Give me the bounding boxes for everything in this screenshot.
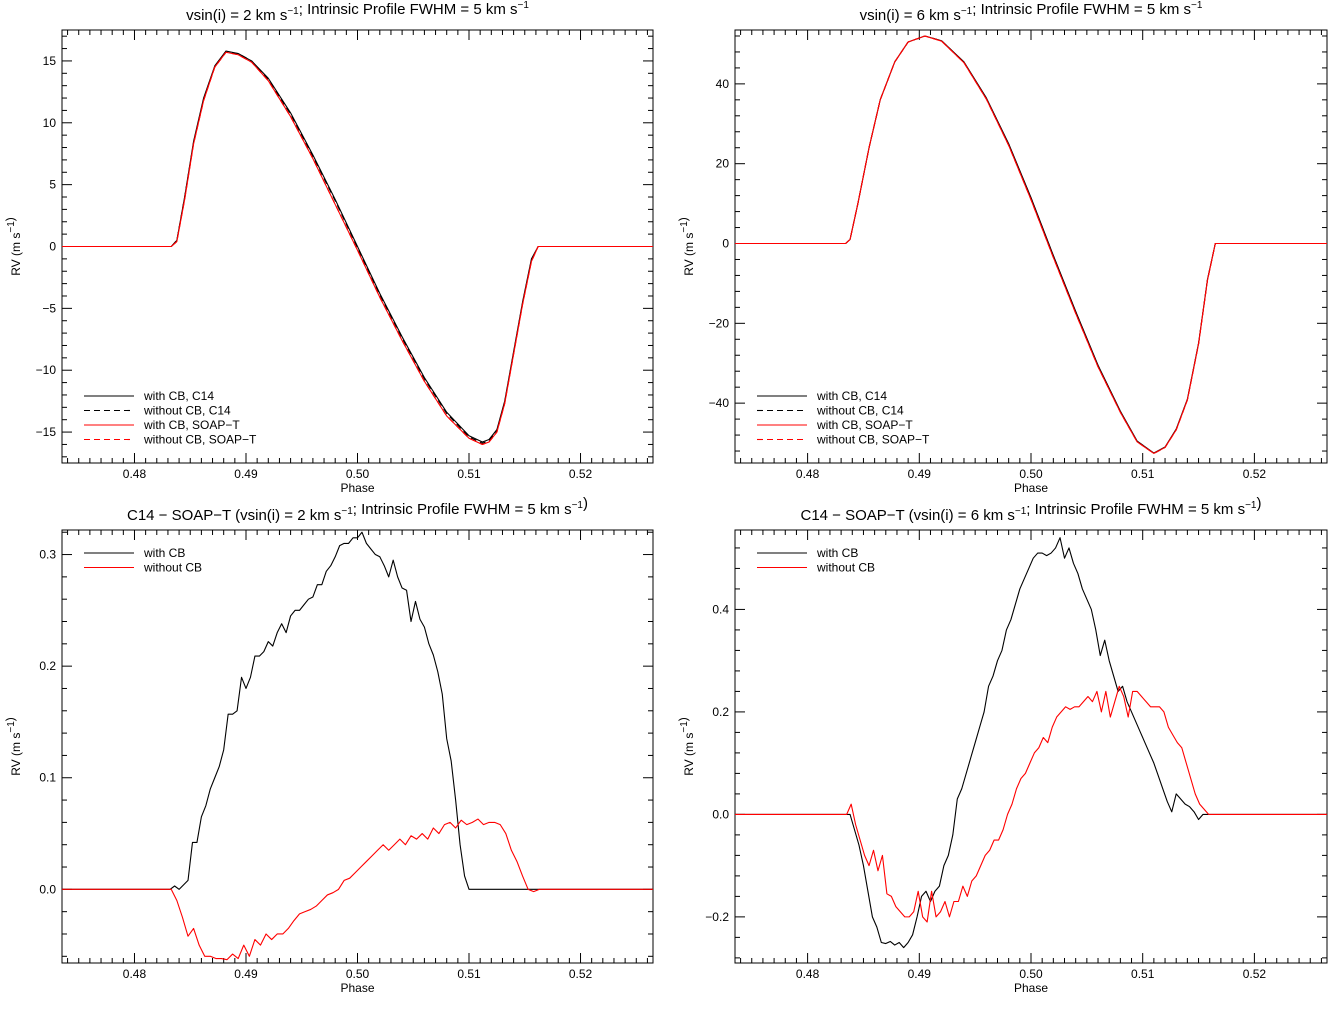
legend-label: without CB, SOAP−T [143, 433, 257, 447]
y-tick-label: −0.2 [705, 910, 729, 924]
y-tick-label: 0.0 [712, 807, 729, 821]
y-tick-label: 0 [49, 240, 56, 254]
x-tick-label: 0.49 [908, 467, 932, 481]
y-axis-label: RV (m s−1) [3, 217, 23, 276]
series-group [735, 35, 1327, 454]
x-tick-label: 0.52 [569, 467, 593, 481]
series-group [62, 531, 653, 961]
y-tick-label: 0.0 [39, 882, 56, 896]
legend-label: without CB, SOAP−T [816, 433, 930, 447]
x-tick-label: 0.49 [234, 467, 258, 481]
y-tick-label: −10 [36, 363, 57, 377]
x-tick-label: 0.48 [796, 967, 820, 981]
y-tick-label: 0.2 [712, 705, 729, 719]
y-axis-label: RV (m s−1) [676, 217, 696, 276]
y-tick-label: 0 [722, 237, 729, 251]
x-tick-label: 0.50 [1019, 467, 1043, 481]
series-line-3 [62, 51, 653, 445]
plot-frame [61, 529, 654, 964]
chart-panel-1: 0.48 0.49 0.50 0.51 0.52 −15 −10 −5 0 5 10 15 vsin(i… [3, 0, 654, 495]
chart-title: vsin(i) = 2 km s−1; Intrinsic Profile FW… [186, 0, 529, 24]
series-line-2 [735, 685, 1327, 923]
x-tick-label: 0.48 [123, 467, 147, 481]
x-tick-label: 0.52 [569, 967, 593, 981]
x-tick-label: 0.50 [346, 967, 370, 981]
y-tick-label: −20 [709, 316, 730, 330]
y-tick-label: 5 [49, 178, 56, 192]
legend-label: with CB [816, 546, 858, 560]
series-line-4 [735, 35, 1327, 454]
y-axis-label: RV (m s−1) [676, 717, 696, 776]
x-tick-label: 0.49 [908, 967, 932, 981]
x-tick-label: 0.48 [123, 967, 147, 981]
y-tick-label: 0.3 [39, 548, 56, 562]
chart-title: C14 − SOAP−T (vsin(i) = 2 km s−1; Intrin… [127, 495, 588, 524]
y-tick-label: 10 [43, 116, 57, 130]
y-tick-label: −5 [42, 301, 56, 315]
x-axis-label: Phase [1014, 981, 1048, 995]
chart-title: vsin(i) = 6 km s−1; Intrinsic Profile FW… [860, 0, 1203, 24]
y-tick-label: 0.4 [712, 602, 729, 616]
x-tick-label: 0.51 [1131, 967, 1155, 981]
x-tick-label: 0.50 [1019, 967, 1043, 981]
chart-panel-3: 0.48 0.49 0.50 0.51 0.52 0.0 0.1 0.2 0.3 C14 − SO… [3, 495, 654, 995]
legend-label: with CB, SOAP−T [143, 418, 240, 432]
series-line-1 [62, 531, 653, 890]
series-group [62, 50, 653, 445]
legend-label: without CB [143, 561, 202, 575]
x-tick-label: 0.52 [1243, 467, 1267, 481]
legend-label: with CB [143, 546, 185, 560]
legend-label: with CB, C14 [143, 389, 214, 403]
y-tick-label: 40 [716, 77, 730, 91]
x-tick-label: 0.50 [346, 467, 370, 481]
series-line-4 [62, 51, 653, 445]
y-axis-label: RV (m s−1) [3, 717, 23, 776]
x-tick-label: 0.48 [796, 467, 820, 481]
x-tick-label: 0.49 [234, 967, 258, 981]
x-tick-label: 0.52 [1243, 967, 1267, 981]
chart-panel-2: 0.48 0.49 0.50 0.51 0.52 −40 −20 0 20 40 vsin(i) =… [676, 0, 1328, 495]
y-tick-label: 0.2 [39, 659, 56, 673]
legend-label: without CB, C14 [816, 404, 904, 418]
series-line-2 [62, 818, 653, 961]
chart-title: C14 − SOAP−T (vsin(i) = 6 km s−1; Intrin… [801, 495, 1262, 524]
legend-label: with CB, SOAP−T [816, 418, 913, 432]
y-tick-label: −15 [36, 425, 57, 439]
y-tick-label: 20 [716, 157, 730, 171]
x-tick-label: 0.51 [457, 467, 481, 481]
chart-panel-4: 0.48 0.49 0.50 0.51 0.52 −0.2 0.0 0.2 0.4 C14 − S… [676, 495, 1328, 995]
series-group [735, 537, 1327, 949]
x-tick-label: 0.51 [1131, 467, 1155, 481]
x-axis-label: Phase [1014, 481, 1048, 495]
y-tick-label: 0.1 [39, 771, 56, 785]
legend-label: without CB [816, 561, 875, 575]
x-axis-label: Phase [340, 981, 374, 995]
y-tick-label: 15 [43, 54, 57, 68]
x-axis-label: Phase [340, 481, 374, 495]
legend-label: with CB, C14 [816, 389, 887, 403]
legend-label: without CB, C14 [143, 404, 231, 418]
x-tick-label: 0.51 [457, 967, 481, 981]
plot-frame [734, 529, 1328, 964]
y-tick-label: −40 [709, 396, 730, 410]
series-line-1 [735, 537, 1327, 949]
